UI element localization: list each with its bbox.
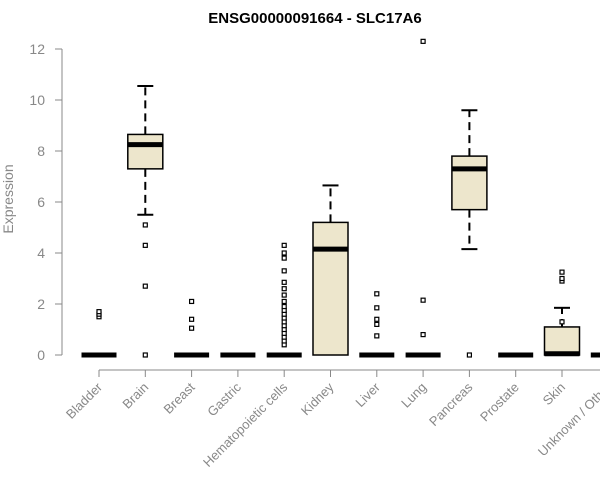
x-tick-label: Bladder xyxy=(63,379,106,422)
outlier-point xyxy=(420,38,426,44)
box-breast xyxy=(174,298,210,358)
x-tick-label: Breast xyxy=(161,379,198,416)
outlier-point xyxy=(466,352,472,358)
y-axis-label: Expression xyxy=(0,164,16,233)
chart-title: ENSG00000091664 - SLC17A6 xyxy=(208,10,421,27)
x-tick-label: Skin xyxy=(540,380,568,408)
y-tick-label: 2 xyxy=(37,296,45,312)
outlier-point xyxy=(374,305,380,311)
box-iqr xyxy=(543,326,581,356)
outlier-point xyxy=(420,297,426,303)
box-brain xyxy=(127,84,164,358)
x-tick-label: Lung xyxy=(398,380,429,411)
y-tick-label: 10 xyxy=(29,92,45,108)
outlier-point xyxy=(281,242,287,248)
x-tick-label: Gastric xyxy=(204,379,244,419)
outlier-point xyxy=(559,275,565,282)
outlier-point xyxy=(420,332,426,338)
box-hematopoietic-cells xyxy=(266,242,302,358)
outlier-point xyxy=(559,319,565,325)
outlier-point xyxy=(142,352,148,358)
outlier-point xyxy=(189,325,195,331)
x-tick-label: Liver xyxy=(352,379,383,410)
box-liver xyxy=(359,291,395,358)
outlier-point xyxy=(189,298,195,305)
outlier-point xyxy=(281,268,287,274)
outlier-point xyxy=(374,321,380,327)
box-skin xyxy=(543,269,581,357)
plot-area xyxy=(81,38,600,358)
outlier-point xyxy=(374,291,380,297)
box-kidney xyxy=(312,184,349,356)
outlier-point xyxy=(281,298,287,305)
x-tick-label: Brain xyxy=(119,380,151,412)
y-tick-label: 4 xyxy=(37,245,45,261)
box-iqr xyxy=(312,221,349,356)
box-pancreas xyxy=(451,109,488,358)
y-tick-label: 12 xyxy=(29,41,45,57)
x-tick-label: Prostate xyxy=(477,380,522,425)
outlier-point xyxy=(189,316,195,322)
outlier-point xyxy=(281,279,287,285)
y-tick-label: 0 xyxy=(37,347,45,363)
outlier-point xyxy=(281,250,287,256)
outlier-point xyxy=(374,333,380,339)
y-tick-label: 6 xyxy=(37,194,45,210)
outlier-point xyxy=(281,255,287,261)
outlier-point xyxy=(96,309,102,315)
box-iqr xyxy=(127,133,164,170)
outlier-point xyxy=(281,286,287,292)
x-tick-label: Kidney xyxy=(298,379,337,418)
box-iqr xyxy=(451,155,488,211)
x-tick-label: Hematopoietic cells xyxy=(200,379,291,470)
outlier-point xyxy=(142,242,148,248)
box-bladder xyxy=(81,309,117,358)
outlier-point xyxy=(281,292,287,298)
x-tick-label: Pancreas xyxy=(426,379,476,429)
outlier-point xyxy=(559,269,565,275)
box-lung xyxy=(405,38,441,358)
outlier-point xyxy=(142,222,148,228)
outlier-point xyxy=(374,316,380,322)
y-tick-label: 8 xyxy=(37,143,45,159)
outlier-point xyxy=(142,283,148,289)
outlier-point xyxy=(281,303,287,310)
box-unknown-other xyxy=(590,352,600,358)
